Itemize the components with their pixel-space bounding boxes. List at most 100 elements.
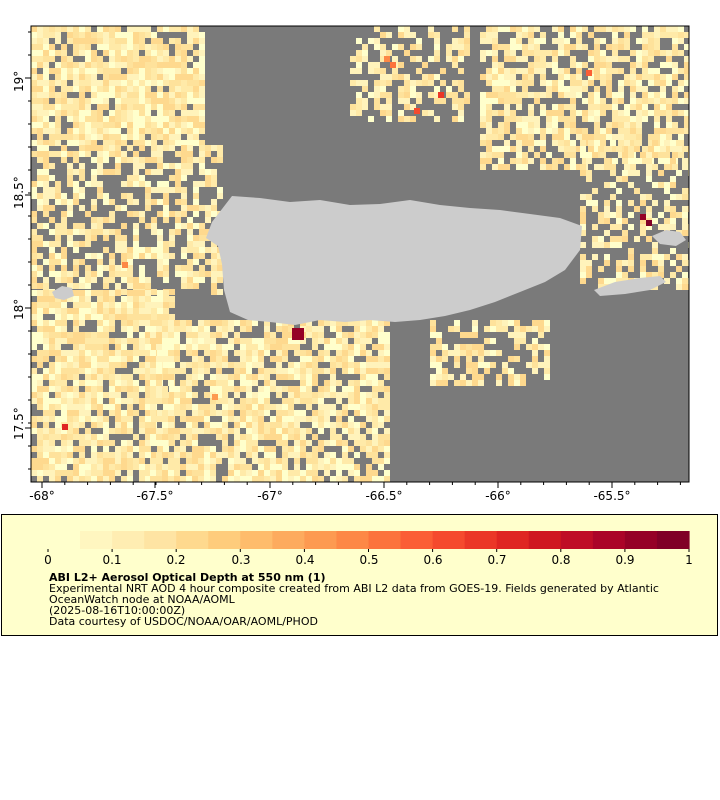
aod-cell	[576, 68, 582, 74]
aod-cell	[103, 86, 109, 92]
aod-cell	[372, 368, 378, 374]
aod-cell	[514, 332, 520, 338]
aod-cell	[330, 404, 336, 410]
aod-cell	[372, 440, 378, 446]
aod-cell	[624, 146, 630, 152]
aod-cell	[640, 194, 646, 200]
aod-cell	[43, 392, 49, 398]
aod-cell	[139, 134, 145, 140]
aod-cell	[31, 38, 37, 44]
aod-cell	[127, 44, 133, 50]
aod-cell	[516, 134, 522, 140]
aod-cell	[480, 110, 486, 116]
aod-cell	[67, 422, 73, 428]
aod-cell	[672, 122, 678, 128]
aod-cell	[145, 362, 151, 368]
aod-cell	[103, 116, 109, 122]
aod-cell	[103, 308, 109, 314]
aod-cell	[576, 134, 582, 140]
aod-cell	[73, 223, 79, 229]
aod-cell	[234, 320, 240, 326]
aod-cell	[558, 110, 564, 116]
aod-cell	[61, 368, 67, 374]
aod-cell	[234, 332, 240, 338]
aod-cell	[366, 392, 372, 398]
aod-cell	[606, 62, 612, 68]
aod-cell	[145, 56, 151, 62]
aod-cell	[684, 128, 689, 134]
aod-cell	[109, 386, 115, 392]
aod-cell	[175, 128, 181, 134]
aod-cell	[564, 44, 570, 50]
aod-cell	[496, 350, 502, 356]
aod-cell	[216, 422, 222, 428]
aod-cell	[169, 74, 175, 80]
aod-cell	[43, 50, 49, 56]
aod-cell	[55, 416, 61, 422]
aod-cell	[187, 32, 193, 38]
aod-cell	[199, 32, 205, 38]
colorbar-swatch	[304, 531, 338, 549]
aod-cell	[222, 362, 228, 368]
aod-cell	[528, 32, 534, 38]
aod-cell	[660, 140, 666, 146]
aod-cell	[168, 422, 174, 428]
aod-cell	[546, 164, 552, 170]
aod-cell	[192, 332, 198, 338]
aod-cell	[73, 229, 79, 235]
aod-cell	[103, 217, 109, 223]
aod-cell	[640, 254, 646, 260]
aod-cell	[121, 56, 127, 62]
legend-timestamp: (2025-08-16T10:00:00Z)	[49, 604, 186, 617]
aod-cell	[458, 56, 464, 62]
aod-cell	[648, 74, 654, 80]
aod-cell	[199, 86, 205, 92]
aod-cell	[180, 476, 186, 482]
aod-cell	[330, 464, 336, 470]
aod-cell	[510, 68, 516, 74]
aod-cell	[61, 356, 67, 362]
aod-cell	[169, 38, 175, 44]
aod-cell	[514, 374, 520, 380]
aod-cell	[640, 224, 646, 230]
aod-cell	[103, 104, 109, 110]
aod-cell	[205, 229, 211, 235]
aod-cell	[109, 476, 115, 482]
culebra-island	[652, 230, 686, 246]
aod-cell	[564, 140, 570, 146]
aod-cell	[654, 110, 660, 116]
aod-cell	[534, 50, 540, 56]
aod-cell	[43, 338, 49, 344]
aod-cell	[187, 128, 193, 134]
aod-cell	[55, 422, 61, 428]
aod-cell	[384, 344, 390, 350]
aod-cell	[510, 74, 516, 80]
aod-cell	[199, 253, 205, 259]
aod-cell	[630, 128, 636, 134]
aod-cell	[163, 92, 169, 98]
aod-cell	[442, 374, 448, 380]
aod-cell	[504, 44, 510, 50]
aod-cell	[240, 362, 246, 368]
aod-cell	[616, 206, 622, 212]
aod-cell	[216, 434, 222, 440]
aod-cell	[127, 374, 133, 380]
aod-cell	[454, 344, 460, 350]
aod-cell	[109, 314, 115, 320]
aod-cell	[288, 476, 294, 482]
aod-cell	[580, 242, 586, 248]
aod-cell	[378, 476, 384, 482]
aod-cell	[67, 116, 73, 122]
aod-cell	[330, 410, 336, 416]
aod-cell	[169, 68, 175, 74]
aod-cell	[139, 283, 145, 289]
aod-cell	[73, 157, 79, 163]
aod-cell	[97, 380, 103, 386]
aod-cell	[43, 277, 49, 283]
aod-cell	[55, 74, 61, 80]
aod-cell	[67, 338, 73, 344]
aod-cell	[67, 314, 73, 320]
aod-cell	[192, 446, 198, 452]
aod-cell	[162, 464, 168, 470]
aod-cell	[91, 217, 97, 223]
